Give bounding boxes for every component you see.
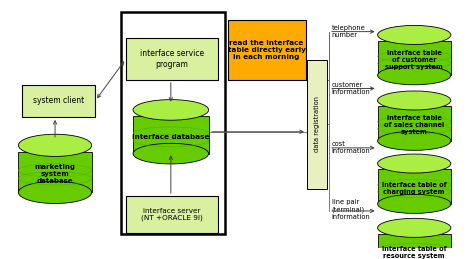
Ellipse shape [378,25,451,45]
Text: interface table
of customer
support system: interface table of customer support syst… [385,50,443,70]
Text: interface database: interface database [132,134,210,140]
Bar [126,196,218,233]
Text: interface table of
charging system: interface table of charging system [382,182,447,195]
Bar [121,12,225,234]
Ellipse shape [378,66,451,85]
Text: telephone
number: telephone number [331,25,365,38]
Bar [378,74,450,75]
Text: interface server
(NT +ORACLE 9I): interface server (NT +ORACLE 9I) [141,208,203,221]
Ellipse shape [378,91,451,110]
Text: line pair
(terminal)
information: line pair (terminal) information [331,199,370,220]
Bar [378,41,451,75]
Text: system client: system client [33,96,84,105]
Bar [133,116,209,154]
Ellipse shape [378,131,451,150]
Text: interface table of
resource system: interface table of resource system [382,246,447,259]
Ellipse shape [378,154,451,173]
Text: data registration: data registration [314,96,320,152]
Ellipse shape [18,134,91,156]
Bar [307,60,327,189]
Ellipse shape [133,143,209,164]
Bar [134,152,208,154]
Text: marketing
system
database: marketing system database [35,164,75,184]
Ellipse shape [18,181,91,204]
Ellipse shape [378,195,451,213]
Bar [22,85,95,117]
Bar [126,38,218,80]
Text: interface table
of sales channel
system: interface table of sales channel system [384,115,444,135]
Text: cost
information: cost information [331,141,370,154]
Ellipse shape [133,100,209,120]
Text: read the interface
table directly early
in each morning: read the interface table directly early … [228,40,305,60]
Bar [378,106,451,141]
Bar [378,140,450,141]
Bar [378,234,451,259]
Text: interface service
program: interface service program [140,49,204,69]
Bar [18,152,91,192]
Ellipse shape [378,218,451,237]
Text: customer
information: customer information [331,82,370,95]
Bar [19,191,91,192]
Bar [378,203,450,204]
Bar [378,169,451,204]
Bar [228,20,306,80]
